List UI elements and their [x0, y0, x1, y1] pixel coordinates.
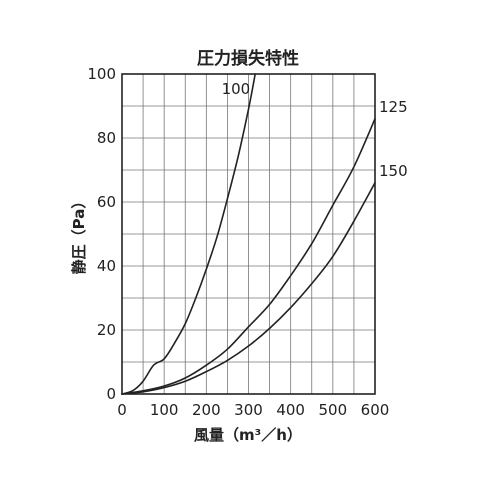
- series-line-125: [121, 118, 376, 395]
- x-tick-label: 300: [234, 401, 263, 419]
- plot-frame: [121, 73, 376, 395]
- y-tick-label: 20: [97, 321, 116, 339]
- y-tick-label: 100: [87, 65, 116, 83]
- y-tick-labels: 0 20 40 60 80 100: [87, 65, 116, 403]
- x-tick-label: 100: [150, 401, 179, 419]
- x-tick-label: 600: [361, 401, 390, 419]
- series-labels: 100 125 150: [222, 80, 408, 180]
- x-tick-labels: 0 100 200 300 400 500 600: [117, 401, 389, 419]
- y-tick-label: 40: [97, 257, 116, 275]
- series-line-100: [121, 73, 256, 395]
- x-axis-label: 風量（m³／h）: [194, 426, 302, 444]
- y-tick-label: 0: [106, 385, 116, 403]
- x-tick-label: 500: [319, 401, 348, 419]
- series-line-150: [121, 182, 376, 395]
- series-label-150: 150: [379, 162, 408, 180]
- x-tick-label: 0: [117, 401, 127, 419]
- grid: [122, 74, 375, 394]
- y-tick-label: 80: [97, 129, 116, 147]
- series-curves: [121, 73, 376, 395]
- series-label-100: 100: [222, 80, 251, 98]
- y-tick-label: 60: [97, 193, 116, 211]
- chart-title: 圧力損失特性: [197, 48, 299, 69]
- x-tick-label: 200: [192, 401, 221, 419]
- series-label-125: 125: [379, 98, 408, 116]
- x-tick-label: 400: [276, 401, 305, 419]
- y-axis-label: 静圧（Pa）: [70, 194, 88, 275]
